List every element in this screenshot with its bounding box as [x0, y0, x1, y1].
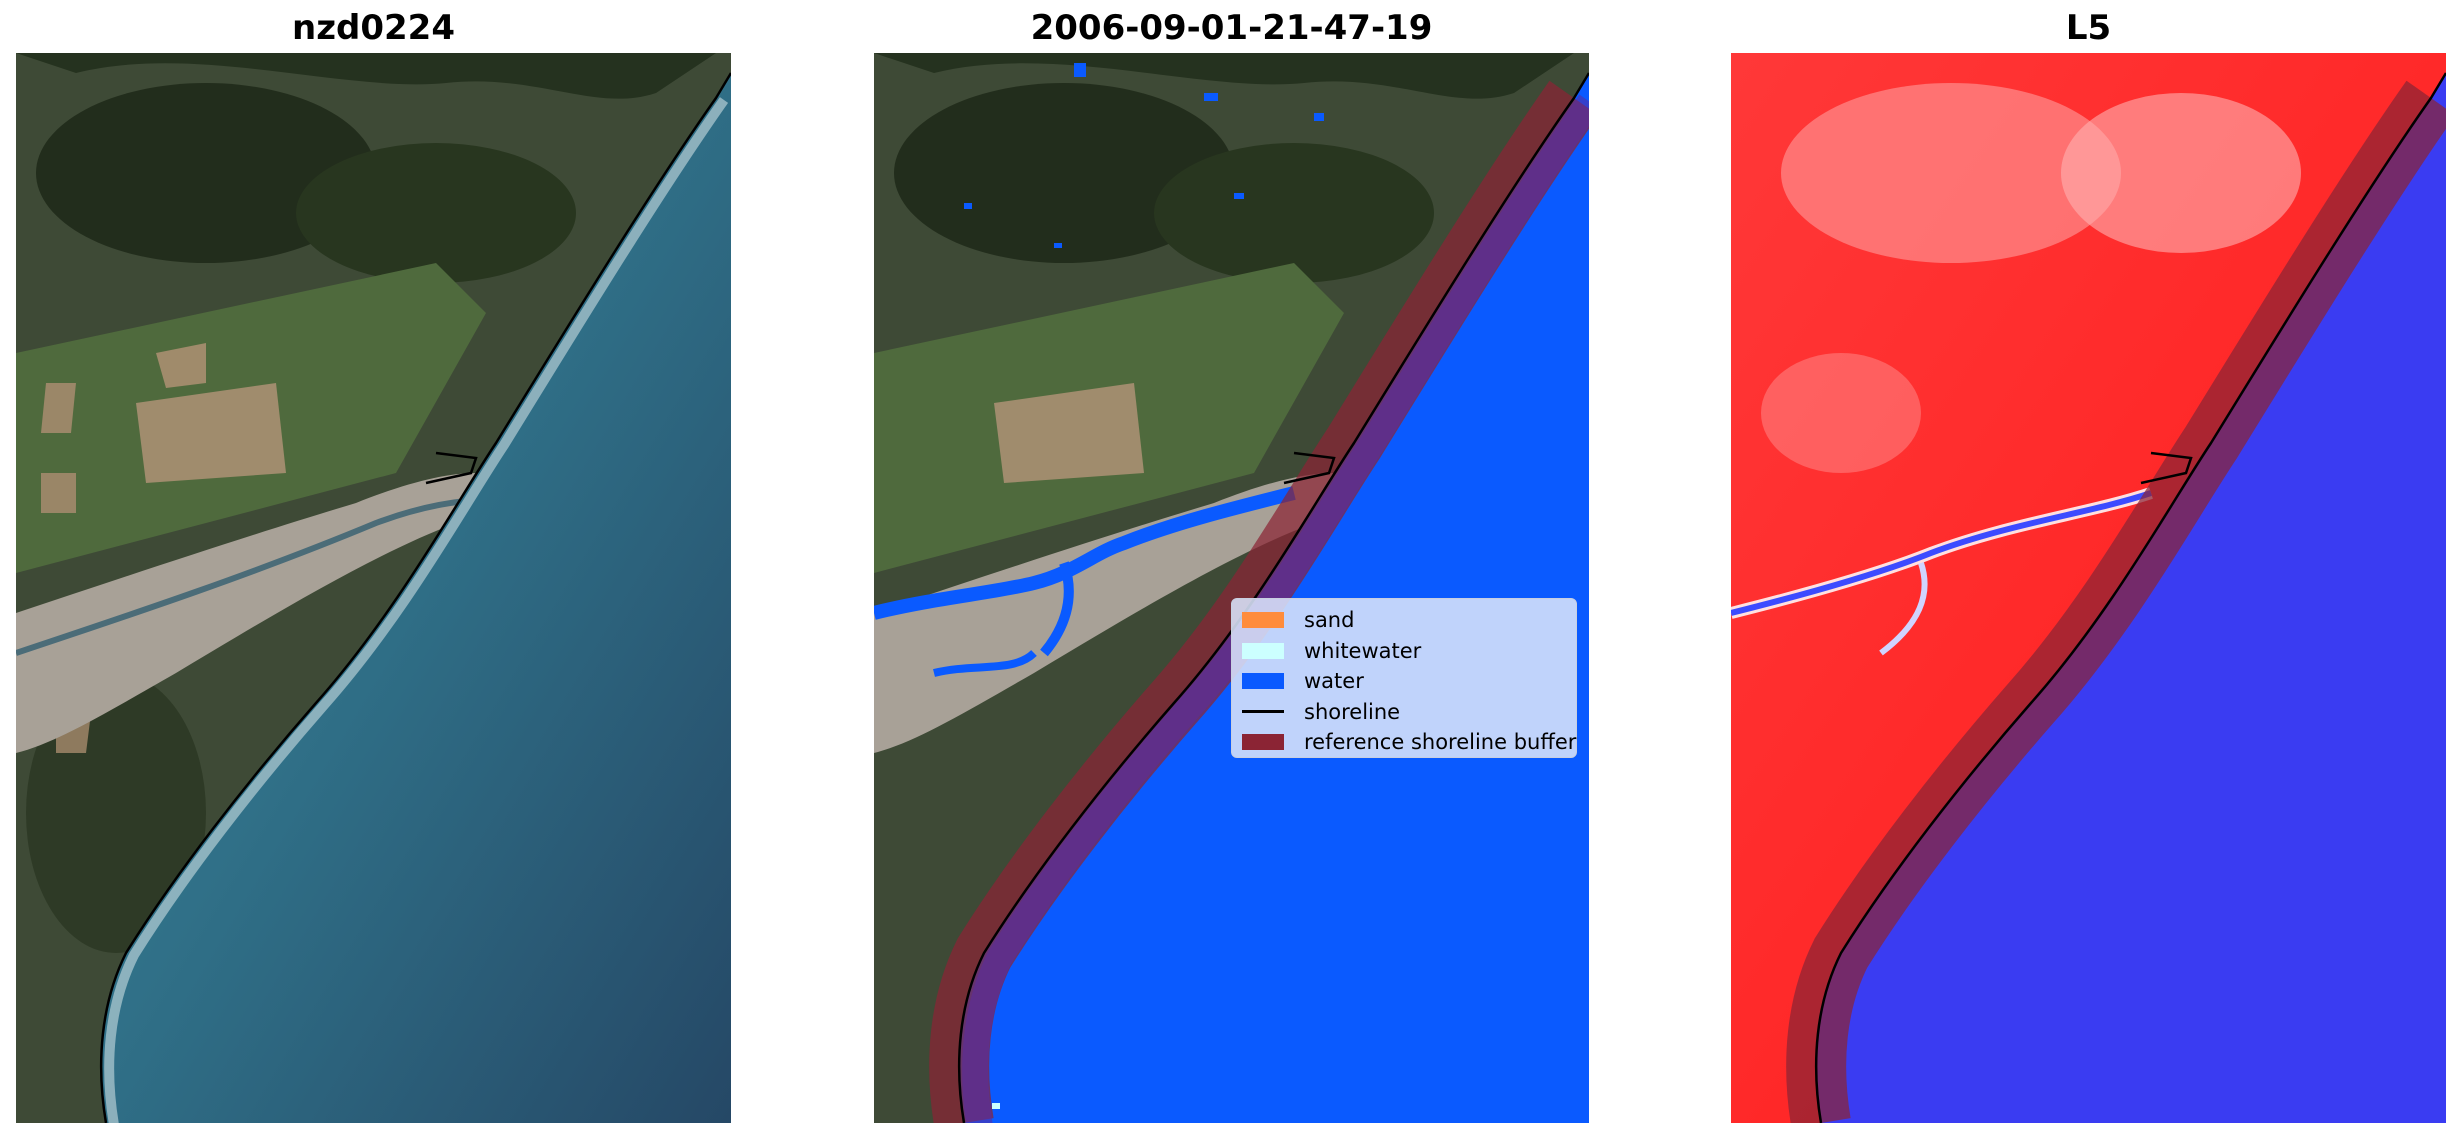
legend-item-water: water [1242, 666, 1566, 697]
classification-panel [874, 53, 1589, 1123]
legend-label: shoreline [1304, 699, 1401, 724]
shoreline-line-swatch [1242, 710, 1284, 714]
water-swatch [1242, 673, 1284, 690]
sand-swatch [1242, 612, 1284, 629]
legend-label: whitewater [1304, 638, 1422, 663]
rgb-panel-title: nzd0224 [292, 8, 455, 48]
index-panel-title: L5 [2065, 8, 2112, 48]
rgb-image-panel [16, 53, 731, 1123]
shoreline-line [99, 72, 731, 1123]
legend-item-reference-shoreline-buffer: reference shoreline buffer [1242, 727, 1576, 758]
rgb-satellite-image [16, 53, 731, 1123]
whitewater-swatch [1242, 642, 1284, 659]
legend-label: water [1304, 669, 1364, 694]
legend-item-sand: sand [1242, 605, 1566, 636]
shoreline-line [957, 72, 1589, 1123]
legend-item-whitewater: whitewater [1242, 636, 1566, 667]
buffer-swatch [1242, 734, 1284, 751]
shoreline-line [1814, 72, 2446, 1123]
index-panel [1731, 53, 2446, 1123]
legend-label: reference shoreline buffer [1304, 730, 1577, 755]
index-image [1731, 53, 2446, 1123]
legend-item-shoreline: shoreline [1242, 697, 1566, 728]
classification-panel-title: 2006-09-01-21-47-19 [1030, 8, 1433, 48]
legend: sand whitewater water shoreline referenc… [1231, 598, 1577, 758]
classification-image [874, 53, 1589, 1123]
legend-label: sand [1304, 608, 1355, 633]
